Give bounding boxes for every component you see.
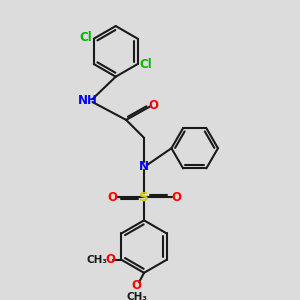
Text: O: O bbox=[171, 191, 181, 204]
Text: O: O bbox=[107, 191, 117, 204]
Text: O: O bbox=[148, 99, 158, 112]
Text: O: O bbox=[105, 253, 115, 266]
Text: N: N bbox=[139, 160, 149, 172]
Text: S: S bbox=[139, 191, 149, 204]
Text: CH₃: CH₃ bbox=[86, 255, 107, 265]
Text: O: O bbox=[132, 279, 142, 292]
Text: CH₃: CH₃ bbox=[126, 292, 147, 300]
Text: Cl: Cl bbox=[79, 31, 92, 44]
Text: NH: NH bbox=[77, 94, 97, 107]
Text: Cl: Cl bbox=[140, 58, 152, 70]
